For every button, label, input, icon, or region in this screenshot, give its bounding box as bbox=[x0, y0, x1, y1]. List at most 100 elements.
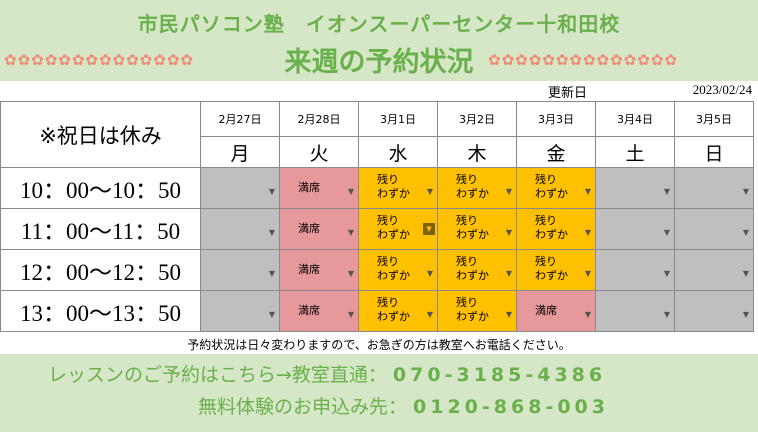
dropdown-arrow-icon[interactable]: ▼ bbox=[426, 310, 433, 319]
day-date: 3月4日 bbox=[595, 101, 675, 137]
lesson-phone[interactable]: 070-3185-4386 bbox=[392, 364, 607, 386]
dropdown-arrow-icon[interactable]: ▼ bbox=[505, 187, 512, 196]
flower-decoration-left: ✿✿✿✿✿✿✿✿✿✿✿✿✿✿ bbox=[4, 51, 194, 69]
slot-status-text: 残り わずか bbox=[535, 255, 568, 282]
slot-select-few[interactable]: 残り わずか ▼ bbox=[437, 290, 517, 332]
dropdown-arrow-icon[interactable]: ▼ bbox=[742, 310, 749, 319]
slot-select-few[interactable]: 残り わずか ▼ bbox=[516, 167, 596, 209]
dropdown-arrow-icon[interactable]: ▼ bbox=[663, 310, 670, 319]
slot-select-closed[interactable]: ▼ bbox=[595, 290, 675, 332]
dropdown-arrow-icon[interactable]: ▼ bbox=[505, 310, 512, 319]
slot-status-text: 残り わずか bbox=[377, 255, 410, 282]
slot-select-few[interactable]: 残り わずか ▼ bbox=[437, 167, 517, 209]
dropdown-arrow-icon[interactable]: ▼ bbox=[347, 269, 354, 278]
dropdown-arrow-icon[interactable]: ▼ bbox=[742, 228, 749, 237]
dropdown-arrow-icon[interactable]: ▼ bbox=[423, 223, 435, 235]
page-title: 来週の予約状況 bbox=[284, 47, 474, 78]
slot-status-text: 残り わずか bbox=[456, 173, 489, 200]
slot-select-full[interactable]: 満席 ▼ bbox=[516, 290, 596, 332]
slot-status-text: 残り わずか bbox=[456, 255, 489, 282]
slot-select-closed[interactable]: ▼ bbox=[595, 249, 675, 291]
day-of-week: 土 bbox=[595, 136, 675, 168]
slot-select-closed[interactable]: ▼ bbox=[674, 290, 754, 332]
slot-select-full[interactable]: 満席 ▼ bbox=[279, 290, 359, 332]
dropdown-arrow-icon[interactable]: ▼ bbox=[268, 269, 275, 278]
lesson-label: レッスンのご予約はこちら→教室直通： bbox=[48, 364, 387, 386]
dropdown-arrow-icon[interactable]: ▼ bbox=[663, 269, 670, 278]
trial-phone[interactable]: 0120-868-003 bbox=[413, 396, 609, 418]
slot-select-closed[interactable]: ▼ bbox=[674, 208, 754, 250]
slot-status-text: 満席 bbox=[535, 304, 557, 317]
slot-status-text: 満席 bbox=[298, 181, 320, 194]
updated-label: 更新日 bbox=[548, 86, 588, 101]
time-range: 10：00〜10：50 bbox=[0, 167, 201, 209]
dropdown-arrow-icon[interactable]: ▼ bbox=[268, 228, 275, 237]
slot-select-few[interactable]: 残り わずか ▼ bbox=[516, 249, 596, 291]
slot-select-few[interactable]: 残り わずか ▼ bbox=[437, 208, 517, 250]
slot-status-text: 満席 bbox=[298, 304, 320, 317]
day-date: 3月5日 bbox=[674, 101, 754, 137]
lesson-contact: レッスンのご予約はこちら→教室直通： 070-3185-4386 bbox=[48, 360, 606, 387]
slot-select-few[interactable]: 残り わずか ▼ bbox=[358, 249, 438, 291]
dropdown-arrow-icon[interactable]: ▼ bbox=[347, 310, 354, 319]
dropdown-arrow-icon[interactable]: ▼ bbox=[426, 269, 433, 278]
dropdown-arrow-icon[interactable]: ▼ bbox=[742, 187, 749, 196]
slot-select-closed[interactable]: ▼ bbox=[595, 208, 675, 250]
dropdown-arrow-icon[interactable]: ▼ bbox=[268, 187, 275, 196]
dropdown-arrow-icon[interactable]: ▼ bbox=[505, 228, 512, 237]
day-of-week: 月 bbox=[200, 136, 280, 168]
slot-select-few[interactable]: 残り わずか ▼ bbox=[516, 208, 596, 250]
slot-select-few[interactable]: 残り わずか ▼ bbox=[358, 290, 438, 332]
day-of-week: 木 bbox=[437, 136, 517, 168]
trial-contact: 無料体験のお申込み先： 0120-868-003 bbox=[198, 392, 609, 419]
day-of-week: 水 bbox=[358, 136, 438, 168]
header-band bbox=[0, 0, 758, 81]
slot-select-closed[interactable]: ▼ bbox=[200, 249, 280, 291]
slot-select-closed[interactable]: ▼ bbox=[200, 208, 280, 250]
slot-select-few[interactable]: 残り わずか ▼ bbox=[437, 249, 517, 291]
reservation-table: ※祝日は休み 2月27日 2月28日 3月1日 3月2日 3月3日 3月4日 3… bbox=[0, 101, 754, 332]
trial-label: 無料体験のお申込み先： bbox=[198, 396, 408, 418]
footer-band bbox=[0, 354, 758, 432]
dropdown-arrow-icon[interactable]: ▼ bbox=[426, 187, 433, 196]
slot-select-closed[interactable]: ▼ bbox=[674, 249, 754, 291]
dropdown-arrow-icon[interactable]: ▼ bbox=[742, 269, 749, 278]
dropdown-arrow-icon[interactable]: ▼ bbox=[584, 187, 591, 196]
flower-decoration-right: ✿✿✿✿✿✿✿✿✿✿✿✿✿✿ bbox=[488, 51, 678, 69]
day-date: 2月28日 bbox=[279, 101, 359, 137]
day-date: 3月1日 bbox=[358, 101, 438, 137]
time-range: 12：00〜12：50 bbox=[0, 249, 201, 291]
slot-select-full[interactable]: 満席 ▼ bbox=[279, 167, 359, 209]
dropdown-arrow-icon[interactable]: ▼ bbox=[584, 269, 591, 278]
time-slot-row: 10：00〜10：50 ▼ 満席 ▼ 残り わずか ▼ 残り わずか ▼ 残り わずか ▼ ▼ ▼ bbox=[0, 167, 754, 209]
slot-select-few[interactable]: 残り わずか ▼ bbox=[358, 208, 438, 250]
slot-status-text: 満席 bbox=[298, 222, 320, 235]
slot-select-closed[interactable]: ▼ bbox=[674, 167, 754, 209]
updated-date: 2023/02/24 bbox=[692, 82, 752, 97]
dropdown-arrow-icon[interactable]: ▼ bbox=[663, 228, 670, 237]
dropdown-arrow-icon[interactable]: ▼ bbox=[584, 228, 591, 237]
day-date: 3月2日 bbox=[437, 101, 517, 137]
dropdown-arrow-icon[interactable]: ▼ bbox=[347, 228, 354, 237]
dropdown-arrow-icon[interactable]: ▼ bbox=[584, 310, 591, 319]
dropdown-arrow-icon[interactable]: ▼ bbox=[268, 310, 275, 319]
slot-select-closed[interactable]: ▼ bbox=[200, 290, 280, 332]
dropdown-arrow-icon[interactable]: ▼ bbox=[347, 187, 354, 196]
day-of-week: 火 bbox=[279, 136, 359, 168]
time-slot-row: 11：00〜11：50 ▼ 満席 ▼ 残り わずか ▼ 残り わずか ▼ 残り わずか ▼ ▼ ▼ bbox=[0, 208, 754, 250]
slot-select-full[interactable]: 満席 ▼ bbox=[279, 249, 359, 291]
slot-select-closed[interactable]: ▼ bbox=[595, 167, 675, 209]
dropdown-arrow-icon[interactable]: ▼ bbox=[505, 269, 512, 278]
slot-select-few[interactable]: 残り わずか ▼ bbox=[358, 167, 438, 209]
day-of-week: 日 bbox=[674, 136, 754, 168]
dropdown-arrow-icon[interactable]: ▼ bbox=[663, 187, 670, 196]
day-of-week: 金 bbox=[516, 136, 596, 168]
slot-status-text: 残り わずか bbox=[535, 214, 568, 241]
slot-status-text: 残り わずか bbox=[456, 296, 489, 323]
slot-select-full[interactable]: 満席 ▼ bbox=[279, 208, 359, 250]
slot-select-closed[interactable]: ▼ bbox=[200, 167, 280, 209]
footnote: 予約状況は日々変わりますので、お急ぎの方は教室へお電話ください。 bbox=[187, 338, 571, 352]
time-range: 11：00〜11：50 bbox=[0, 208, 201, 250]
school-name: 市民パソコン塾 イオンスーパーセンター十和田校 bbox=[137, 12, 621, 36]
day-date: 3月3日 bbox=[516, 101, 596, 137]
